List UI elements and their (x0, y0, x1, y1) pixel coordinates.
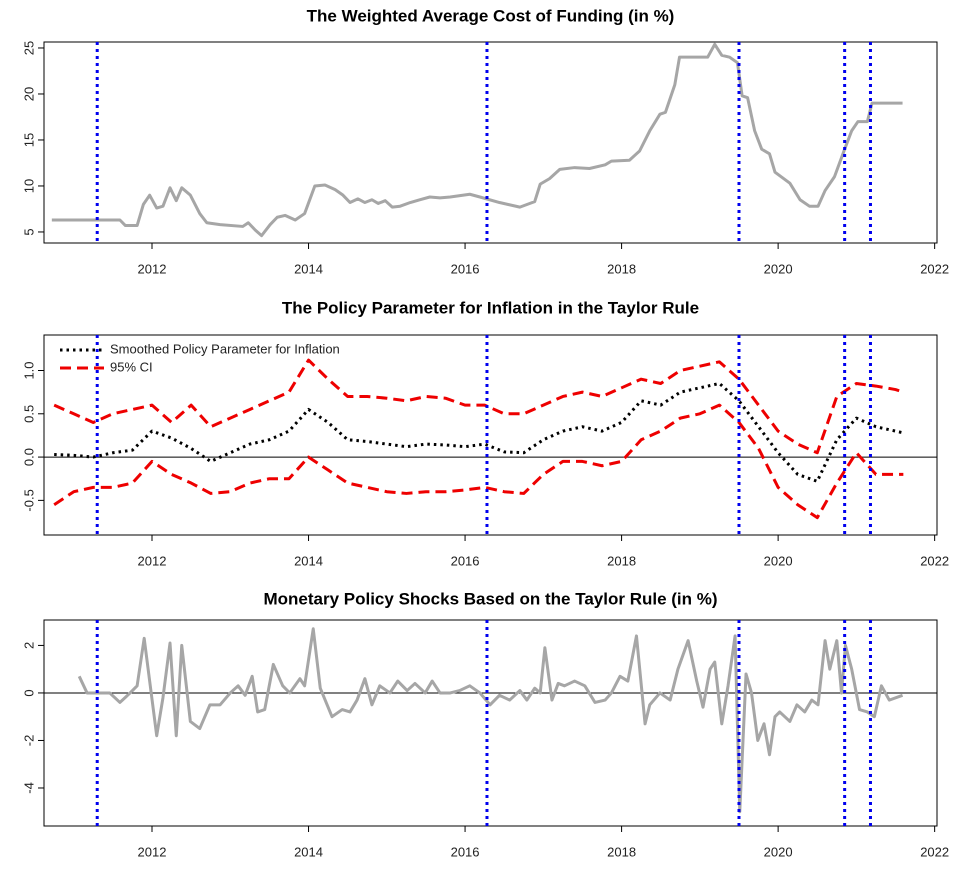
x-tick-label: 2014 (294, 844, 323, 859)
x-tick-label: 2018 (607, 261, 636, 276)
y-tick-label: 2 (21, 642, 36, 649)
y-tick-label: 20 (21, 87, 36, 101)
legend-label: 95% CI (110, 359, 153, 374)
x-tick-label: 2012 (138, 261, 167, 276)
x-tick-label: 2016 (451, 844, 480, 859)
y-tick-label: 25 (21, 41, 36, 55)
y-tick-label: 0 (21, 689, 36, 696)
x-tick-label: 2020 (764, 844, 793, 859)
x-tick-label: 2018 (607, 844, 636, 859)
y-tick-label: 0.5 (21, 405, 36, 423)
y-tick-label: -2 (21, 735, 36, 747)
x-tick-label: 2022 (920, 553, 949, 568)
plot-frame (43, 619, 938, 827)
x-tick-label: 2014 (294, 553, 323, 568)
y-tick-label: 5 (21, 228, 36, 235)
y-tick-label: 0.0 (21, 448, 36, 466)
x-tick-label: 2014 (294, 261, 323, 276)
y-tick-label: -0.5 (21, 489, 36, 511)
chart-title: The Policy Parameter for Inflation in th… (282, 298, 699, 317)
chart-title: The Weighted Average Cost of Funding (in… (307, 6, 675, 25)
x-tick-label: 2016 (451, 261, 480, 276)
x-tick-label: 2016 (451, 553, 480, 568)
series-line (51, 42, 903, 238)
x-tick-label: 2020 (764, 261, 793, 276)
series-line (77, 627, 904, 814)
x-tick-label: 2022 (920, 261, 949, 276)
y-tick-label: 1.0 (21, 361, 36, 379)
x-tick-label: 2022 (920, 844, 949, 859)
series-line (53, 358, 904, 455)
y-tick-label: 15 (21, 133, 36, 147)
x-tick-label: 2012 (138, 553, 167, 568)
plot-frame (43, 334, 938, 536)
series-line (54, 381, 904, 483)
legend-label: Smoothed Policy Parameter for Inflation (110, 341, 340, 356)
x-tick-label: 2012 (138, 844, 167, 859)
plot-frame (43, 41, 938, 244)
y-tick-label: -4 (21, 782, 36, 794)
x-tick-label: 2018 (607, 553, 636, 568)
x-tick-label: 2020 (764, 553, 793, 568)
chart-title: Monetary Policy Shocks Based on the Tayl… (263, 589, 717, 608)
y-tick-label: 10 (21, 179, 36, 193)
